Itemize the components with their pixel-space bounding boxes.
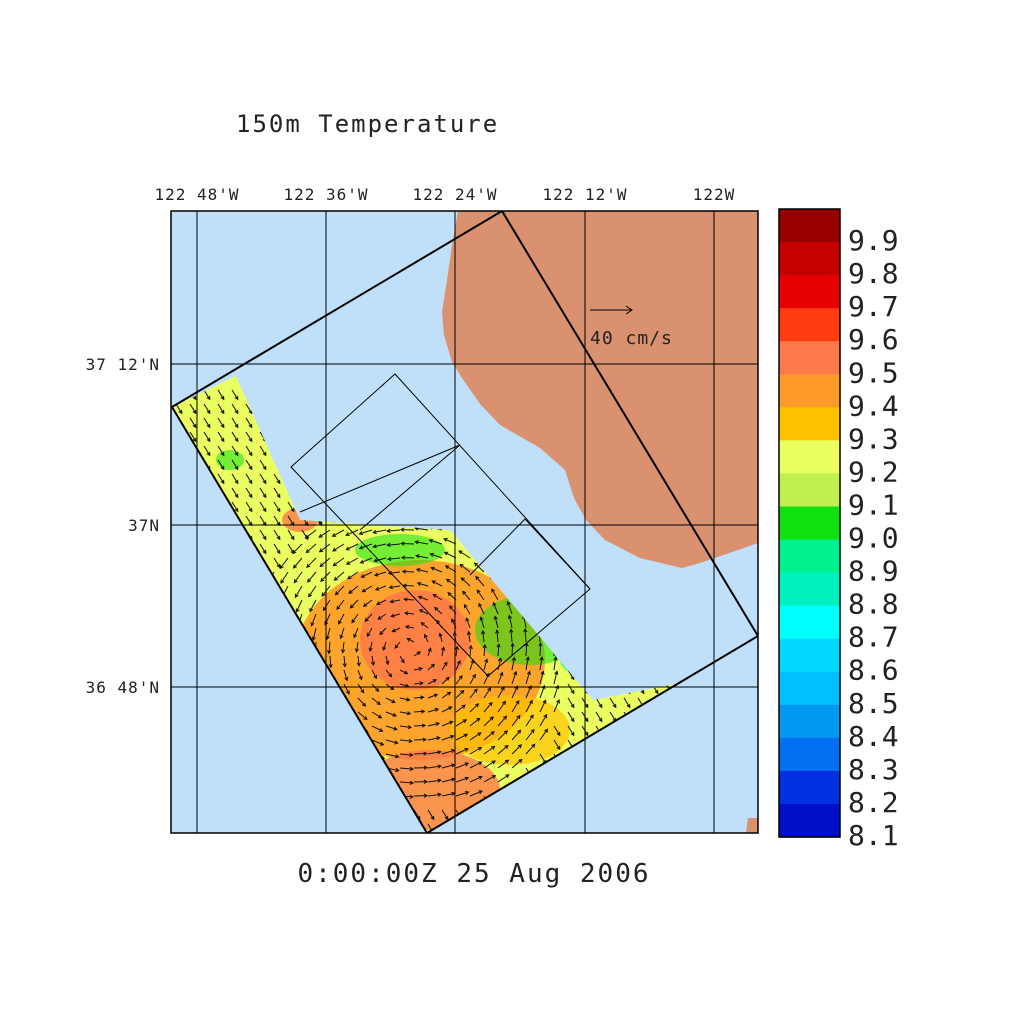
reference-vector-label: 40 cm/s <box>590 328 673 349</box>
colorbar-tick-label: 8.1 <box>848 819 899 852</box>
colorbar-swatch <box>779 440 840 475</box>
colorbar-tick-label: 8.6 <box>848 654 899 687</box>
innermost-box <box>469 518 591 590</box>
colorbar-tick-label: 9.6 <box>848 323 899 356</box>
colorbar-swatch <box>779 704 840 739</box>
colorbar-swatch <box>779 407 840 441</box>
lat-tick-label: 37N <box>128 516 160 535</box>
outer-domain-box <box>171 211 758 833</box>
colorbar-swatch <box>779 770 840 805</box>
colorbar-tick-label: 9.0 <box>848 522 899 555</box>
inner-box-edge <box>359 444 461 531</box>
colorbar-tick-label: 8.8 <box>848 588 899 621</box>
colorbar-swatch <box>779 341 840 375</box>
map-title: 150m Temperature <box>236 110 499 138</box>
colorbar-swatch <box>779 374 840 408</box>
colorbar-tick-label: 9.4 <box>848 389 899 422</box>
colorbar-swatch <box>779 308 840 342</box>
colorbar-swatch <box>779 275 840 309</box>
colorbar <box>779 209 840 838</box>
colorbar-tick-label: 8.7 <box>848 621 899 654</box>
colorbar-tick-label: 8.4 <box>848 720 899 753</box>
colorbar-swatch <box>779 572 840 607</box>
lat-tick-label: 36 48'N <box>86 678 160 697</box>
colorbar-tick-label: 9.2 <box>848 455 899 488</box>
colorbar-swatch <box>779 506 840 541</box>
colorbar-swatch <box>779 242 840 276</box>
graticule <box>171 211 758 833</box>
colorbar-tick-label: 8.3 <box>848 753 899 786</box>
colorbar-tick-label: 9.1 <box>848 488 899 521</box>
colorbar-swatch <box>779 473 840 508</box>
lon-tick-label: 122 12'W <box>542 185 627 204</box>
plot-frame <box>170 210 759 834</box>
latitude-tick-labels: 37 12'N 37N 36 48'N <box>86 355 160 697</box>
colorbar-tick-label: 9.8 <box>848 257 899 290</box>
colorbar-tick-label: 8.2 <box>848 786 899 819</box>
land-area-small <box>746 818 758 833</box>
longitude-tick-labels: 122 48'W 122 36'W 122 24'W 122 12'W 122W <box>154 185 736 204</box>
colorbar-swatch <box>779 737 840 772</box>
lon-tick-label: 122 48'W <box>154 185 239 204</box>
lon-tick-label: 122W <box>693 185 736 204</box>
colorbar-tick-label: 9.3 <box>848 422 899 455</box>
colorbar-swatch <box>779 539 840 574</box>
colorbar-frame <box>778 208 841 838</box>
colorbar-swatch <box>779 638 840 673</box>
lat-tick-label: 37 12'N <box>86 355 160 374</box>
colorbar-swatch <box>779 605 840 640</box>
colorbar-tick-label: 9.9 <box>848 224 899 257</box>
colorbar-swatch <box>779 671 840 706</box>
colorbar-tick-label: 9.5 <box>848 356 899 389</box>
colorbar-tick-label: 8.9 <box>848 555 899 588</box>
colorbar-tick-label: 8.5 <box>848 687 899 720</box>
lon-tick-label: 122 36'W <box>283 185 368 204</box>
land-area <box>442 211 758 568</box>
colorbar-swatch <box>779 209 840 243</box>
reference-vector <box>590 305 633 315</box>
lon-tick-label: 122 24'W <box>412 185 497 204</box>
colorbar-swatch <box>779 803 840 838</box>
colorbar-tick-label: 9.7 <box>848 290 899 323</box>
colorbar-tick-labels: 9.99.89.79.69.59.49.39.29.19.08.98.88.78… <box>848 224 899 852</box>
timestamp: 0:00:00Z 25 Aug 2006 <box>297 859 650 889</box>
inner-box-edge <box>299 444 461 513</box>
